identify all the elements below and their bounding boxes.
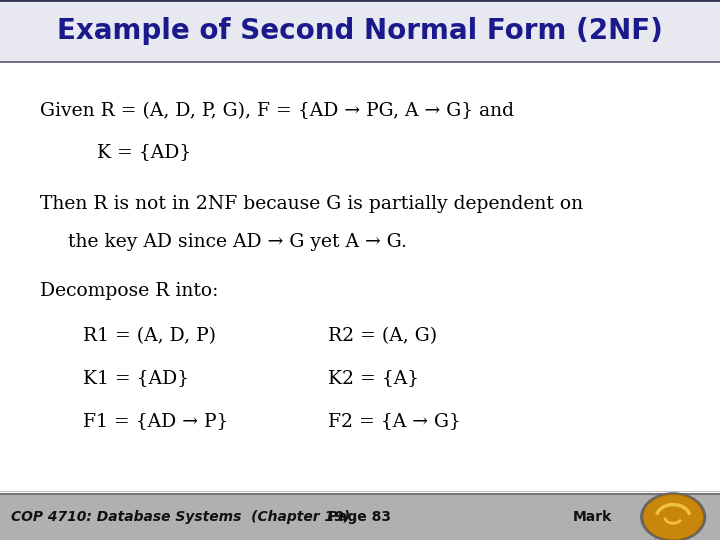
Text: Example of Second Normal Form (2NF): Example of Second Normal Form (2NF) [57, 17, 663, 45]
Text: COP 4710: Database Systems  (Chapter 19): COP 4710: Database Systems (Chapter 19) [11, 510, 350, 524]
Text: Mark: Mark [572, 510, 612, 524]
Circle shape [643, 495, 703, 540]
Text: K2 = {A}: K2 = {A} [328, 369, 419, 387]
Text: R1 = (A, D, P): R1 = (A, D, P) [83, 327, 216, 345]
Text: F1 = {AD → P}: F1 = {AD → P} [83, 412, 228, 430]
Circle shape [640, 492, 706, 540]
Text: Page 83: Page 83 [328, 510, 392, 524]
Text: Given R = (A, D, P, G), F = {AD → PG, A → G} and: Given R = (A, D, P, G), F = {AD → PG, A … [40, 102, 513, 120]
Text: F2 = {A → G}: F2 = {A → G} [328, 412, 461, 430]
Text: Decompose R into:: Decompose R into: [40, 281, 218, 300]
FancyBboxPatch shape [0, 494, 720, 540]
Text: R2 = (A, G): R2 = (A, G) [328, 327, 437, 345]
FancyBboxPatch shape [0, 0, 720, 62]
Text: Then R is not in 2NF because G is partially dependent on: Then R is not in 2NF because G is partia… [40, 195, 582, 213]
Text: K = {AD}: K = {AD} [97, 143, 192, 161]
Text: the key AD since AD → G yet A → G.: the key AD since AD → G yet A → G. [68, 233, 408, 251]
Text: K1 = {AD}: K1 = {AD} [83, 369, 189, 387]
